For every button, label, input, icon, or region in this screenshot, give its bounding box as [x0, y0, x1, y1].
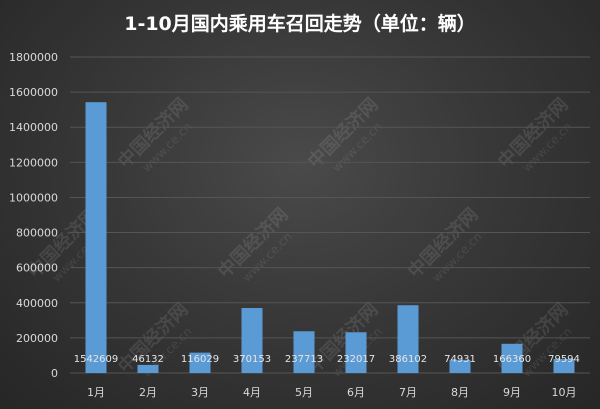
x-category-label: 6月: [347, 386, 365, 399]
x-category-label: 3月: [191, 386, 209, 399]
y-tick-label: 600000: [16, 262, 58, 275]
bar: [189, 352, 211, 373]
y-tick-label: 400000: [16, 297, 58, 310]
x-category-label: 10月: [552, 386, 577, 399]
x-category-label: 1月: [87, 386, 105, 399]
data-label: 79594: [548, 354, 580, 365]
y-tick-label: 1600000: [9, 86, 58, 99]
data-label: 116029: [181, 354, 219, 365]
y-tick-label: 1000000: [9, 191, 58, 204]
y-axis-ticks: 0 200000 400000 600000 800000 1000000 1200000 1…: [9, 51, 58, 380]
y-tick-label: 1200000: [9, 156, 58, 169]
data-label: 370153: [233, 354, 271, 365]
data-label: 1542609: [74, 354, 119, 365]
data-label: 46132: [132, 354, 164, 365]
bar: [241, 308, 263, 373]
bar: [293, 331, 315, 373]
bar: [553, 359, 575, 373]
data-label: 232017: [337, 354, 375, 365]
data-label: 386102: [389, 354, 427, 365]
bar: [85, 102, 107, 374]
y-tick-label: 200000: [16, 332, 58, 345]
bar: [501, 343, 523, 373]
x-category-label: 2月: [139, 386, 157, 399]
y-tick-label: 800000: [16, 227, 58, 240]
gridlines: [70, 56, 590, 374]
data-label: 237713: [285, 354, 323, 365]
y-tick-label: 1400000: [9, 121, 58, 134]
data-label: 74931: [444, 354, 476, 365]
chart-title: 1-10月国内乘用车召回走势（单位：辆）: [124, 12, 476, 35]
bar: [449, 359, 471, 373]
y-tick-label: 0: [51, 367, 58, 380]
bars: [85, 102, 575, 374]
y-tick-label: 1800000: [9, 51, 58, 64]
x-category-label: 7月: [399, 386, 417, 399]
x-category-label: 8月: [451, 386, 469, 399]
data-labels: 1542609 46132 116029 370153 237713 232017 3861…: [74, 354, 580, 365]
bar: [137, 364, 159, 373]
x-axis-categories: 1月 2月 3月 4月 5月 6月 7月 8月 9月 10月: [87, 386, 577, 399]
x-category-label: 9月: [503, 386, 521, 399]
x-category-label: 4月: [243, 386, 261, 399]
data-label: 166360: [493, 354, 531, 365]
bar: [397, 305, 419, 373]
x-category-label: 5月: [295, 386, 313, 399]
bar: [345, 332, 367, 373]
